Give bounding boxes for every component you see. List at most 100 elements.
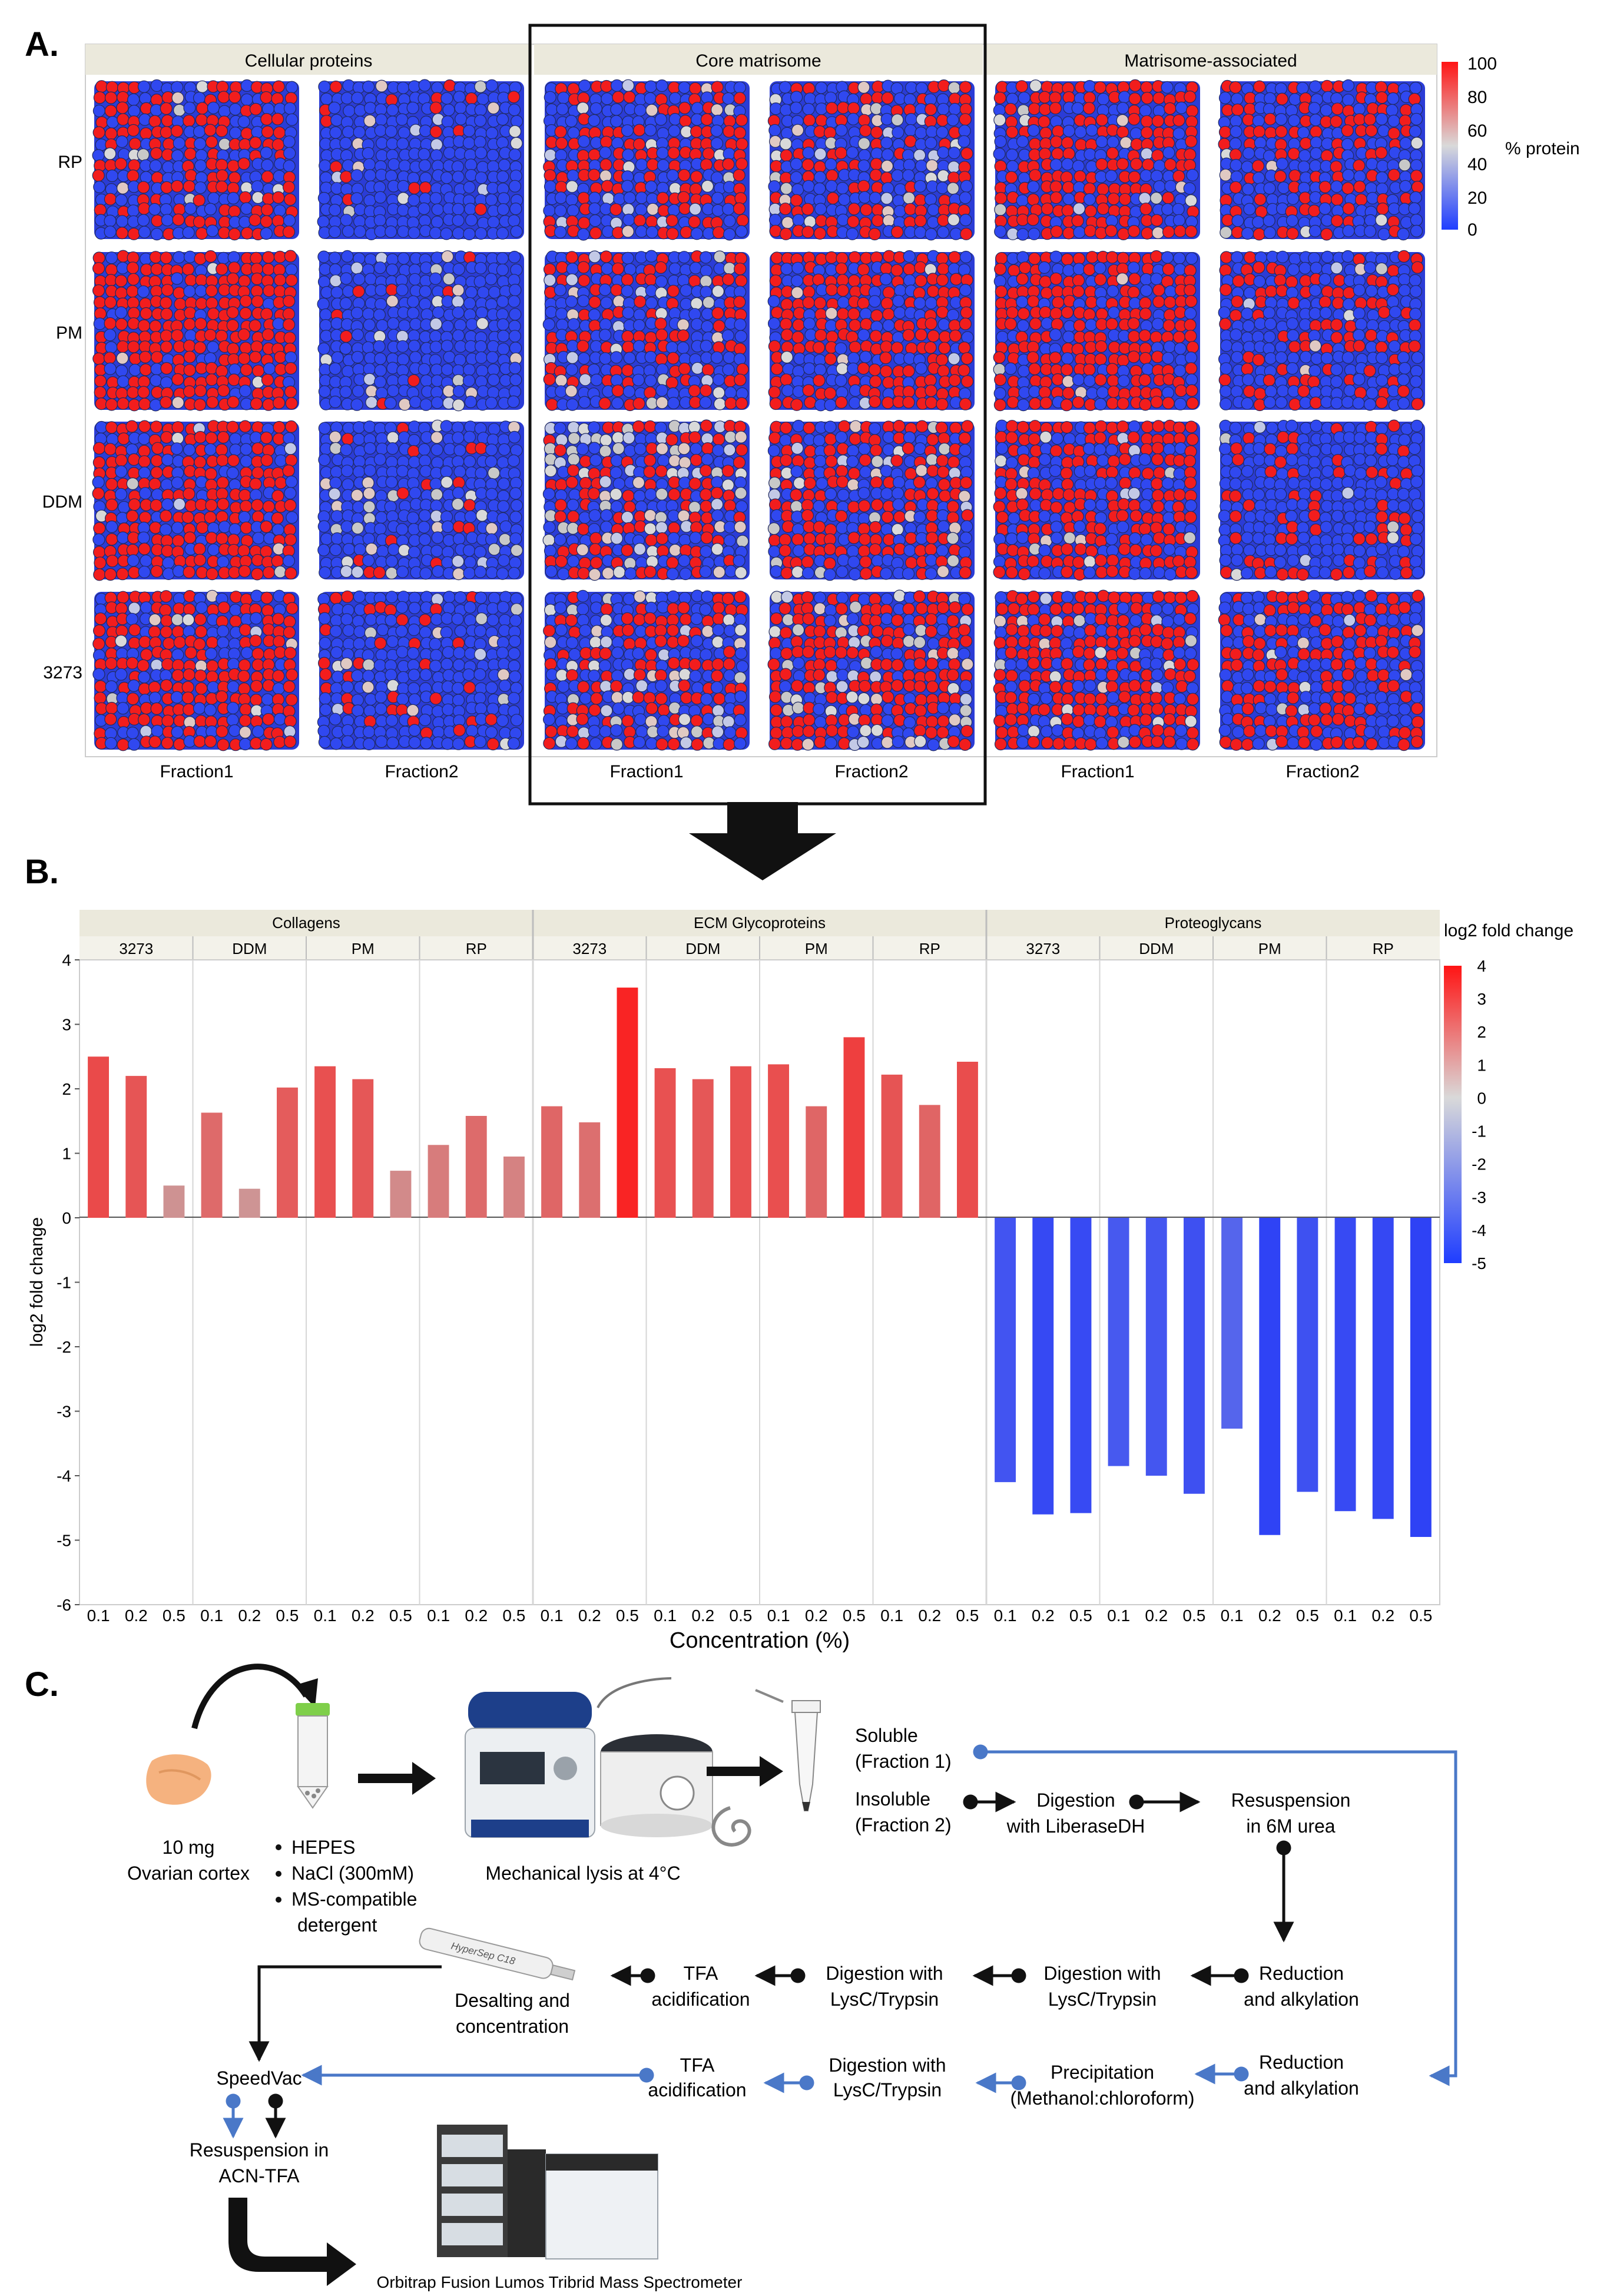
protein-dot: [588, 509, 601, 522]
protein-dot: [227, 373, 240, 386]
protein-dot: [183, 565, 196, 579]
protein-dot: [1061, 363, 1073, 376]
protein-dot: [137, 214, 150, 227]
protein-dot: [340, 565, 353, 578]
protein-dot: [328, 226, 342, 238]
protein-dot: [813, 125, 826, 138]
protein-dot: [1231, 554, 1244, 567]
protein-dot: [926, 285, 940, 298]
protein-dot: [1300, 422, 1313, 435]
protein-dot: [623, 501, 636, 513]
protein-dot: [1049, 250, 1062, 263]
protein-dot: [429, 192, 442, 205]
protein-dot: [510, 225, 523, 238]
protein-dot: [430, 251, 443, 264]
protein-dot: [903, 250, 916, 263]
protein-dot: [690, 227, 704, 240]
protein-dot: [330, 114, 343, 127]
protein-dot: [1219, 317, 1232, 330]
protein-dot: [1386, 295, 1399, 309]
protein-dot: [960, 375, 974, 388]
protein-dot: [486, 614, 499, 627]
protein-dot: [936, 226, 950, 238]
protein-dot: [903, 431, 916, 444]
protein-dot: [473, 275, 486, 288]
protein-dot: [1095, 114, 1109, 127]
protein-dot: [475, 227, 488, 240]
protein-dot: [565, 363, 578, 376]
protein-dot: [1152, 295, 1165, 309]
group-header-core: [534, 44, 983, 75]
protein-dot: [430, 431, 443, 444]
protein-dot: [374, 297, 387, 311]
protein-dot: [92, 262, 105, 275]
protein-dot: [557, 91, 570, 104]
protein-dot: [925, 543, 937, 556]
protein-dot: [699, 464, 713, 478]
protein-dot: [713, 397, 727, 410]
protein-dot: [655, 442, 669, 455]
protein-dot: [1162, 263, 1175, 276]
protein-dot: [184, 147, 197, 160]
protein-dot: [116, 568, 129, 581]
protein-dot: [868, 422, 882, 435]
protein-dot: [1229, 181, 1243, 194]
protein-dot: [1184, 148, 1197, 161]
protein-dot: [418, 443, 431, 456]
protein-dot: [1288, 169, 1301, 182]
protein-dot: [734, 476, 747, 489]
protein-dot: [690, 453, 703, 466]
protein-dot: [937, 318, 950, 331]
protein-dot: [1050, 501, 1063, 514]
protein-dot: [1128, 171, 1141, 184]
protein-dot: [452, 555, 465, 568]
protein-dot: [362, 658, 375, 671]
protein-dot: [238, 737, 251, 751]
protein-dot: [365, 613, 377, 626]
protein-dot: [137, 80, 151, 93]
protein-dot: [252, 532, 265, 545]
protein-dot: [958, 387, 972, 400]
protein-dot: [1285, 214, 1299, 227]
protein-dot: [240, 455, 253, 468]
protein-dot: [1028, 456, 1041, 469]
protein-dot: [734, 521, 747, 534]
protein-dot: [846, 146, 859, 159]
protein-dot: [1153, 466, 1166, 479]
protein-dot: [836, 465, 849, 478]
protein-dot: [1094, 443, 1106, 456]
protein-dot: [1162, 523, 1175, 536]
protein-dot: [92, 126, 105, 139]
protein-dot: [1129, 509, 1142, 522]
protein-dot: [283, 160, 296, 173]
protein-dot: [453, 647, 466, 660]
protein-dot: [1185, 362, 1198, 375]
protein-dot: [161, 114, 174, 127]
protein-dot: [1387, 92, 1400, 105]
protein-dot: [904, 112, 918, 126]
protein-dot: [1105, 466, 1119, 479]
protein-dot: [1096, 386, 1109, 399]
protein-dot: [601, 92, 614, 105]
protein-dot: [362, 681, 375, 694]
row-label-ddm: DDM: [42, 492, 82, 512]
protein-dot: [791, 565, 804, 579]
protein-dot: [331, 602, 344, 616]
protein-dot: [1288, 93, 1301, 106]
protein-dot: [160, 396, 173, 409]
protein-dot: [1397, 250, 1410, 263]
protein-dot: [869, 330, 883, 343]
protein-dot: [892, 126, 904, 139]
protein-dot: [508, 362, 522, 375]
protein-dot: [228, 91, 241, 104]
row-label-rp: RP: [58, 153, 82, 172]
row-label-3273: 3273: [43, 663, 82, 682]
protein-dot: [1074, 125, 1087, 138]
protein-dot: [362, 670, 375, 682]
protein-dot: [767, 444, 781, 458]
protein-dot: [1141, 432, 1154, 446]
protein-dot: [936, 509, 949, 522]
protein-dot: [791, 510, 804, 524]
protein-dot: [1220, 251, 1233, 264]
protein-dot: [171, 180, 184, 193]
